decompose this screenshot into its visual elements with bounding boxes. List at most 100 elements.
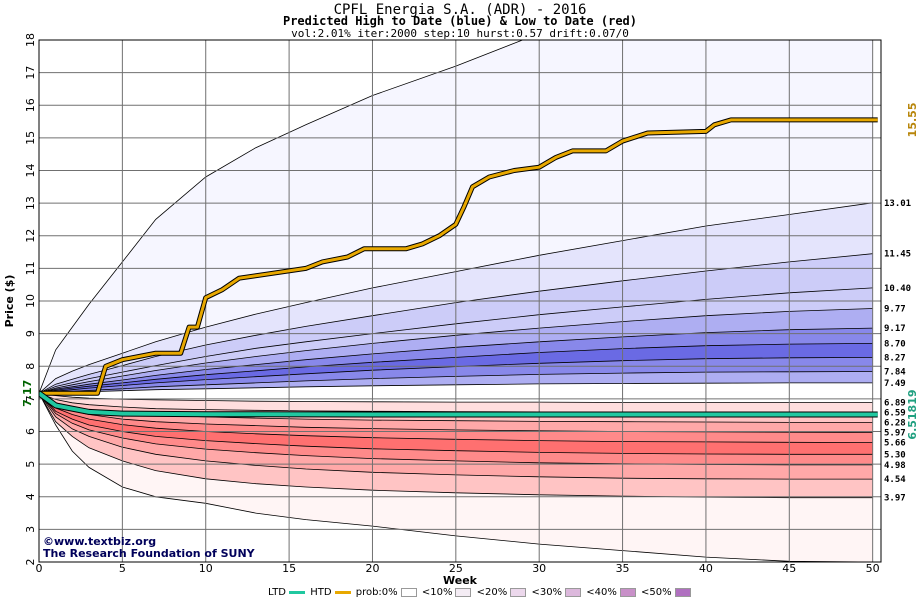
quantile-end-label: 11.45 <box>884 250 911 260</box>
legend-p20-swatch <box>510 588 527 597</box>
upper-quantile-line-4 <box>39 308 873 394</box>
upper-band-3 <box>39 287 873 394</box>
chart-subtitle: Predicted High to Date (blue) & Low to D… <box>282 14 637 28</box>
upper-quantile-line-1 <box>39 202 873 394</box>
plot-area <box>39 40 881 562</box>
lower-quantile-line-7 <box>39 393 873 480</box>
quantile-end-label: 8.27 <box>884 353 906 363</box>
y-tick-label: 12 <box>24 229 37 243</box>
ltd-end-label: 6.51819 <box>906 389 919 439</box>
y-tick-label: 9 <box>24 330 37 337</box>
x-tick-label: 45 <box>782 562 796 575</box>
legend-p30-label: <30% <box>531 587 563 598</box>
website-credit: ©www.textbiz.org <box>43 535 157 548</box>
quantile-end-label: 10.40 <box>884 284 911 294</box>
upper-band-4 <box>39 308 873 394</box>
legend-htd-label: HTD <box>310 587 332 598</box>
y-tick-label: 8 <box>24 363 37 370</box>
legend-htd-swatch <box>334 591 351 594</box>
legend-p20-label: <20% <box>476 587 508 598</box>
y-tick-label: 17 <box>24 66 37 80</box>
lower-quantile-line-0 <box>39 392 873 403</box>
legend-p50-swatch <box>674 588 691 597</box>
chart-legend: LTD HTD prob:0% <10% <20% <30% <40% <50% <box>268 587 693 599</box>
legend-p50-label: <50% <box>641 587 672 598</box>
x-tick-label: 0 <box>36 562 43 575</box>
quantile-end-label: 5.30 <box>884 450 906 460</box>
upper-band-6 <box>39 343 873 394</box>
x-tick-label: 50 <box>866 562 880 575</box>
start-price-label: 7.17 <box>21 380 34 407</box>
upper-quantile-line-0 <box>39 40 524 394</box>
upper-quantile-line-5 <box>39 327 873 394</box>
legend-p10-swatch <box>455 588 472 597</box>
y-axis-label: Price ($) <box>3 275 16 328</box>
upper-quantile-line-2 <box>39 253 873 394</box>
organization-credit: The Research Foundation of SUNY <box>43 547 255 560</box>
legend-prob0-label: prob:0% <box>355 587 398 598</box>
lower-band-7 <box>39 393 873 498</box>
y-tick-label: 5 <box>24 461 37 468</box>
x-tick-label: 35 <box>616 562 630 575</box>
legend-ltd-swatch <box>289 591 306 594</box>
quantile-end-label: 8.70 <box>884 339 906 349</box>
y-tick-label: 6 <box>24 428 37 435</box>
quantile-end-label: 9.17 <box>884 324 906 334</box>
x-tick-label: 5 <box>119 562 126 575</box>
lower-band-5 <box>39 393 873 465</box>
lower-band-6 <box>39 393 873 480</box>
upper-quantile-line-3 <box>39 287 873 394</box>
quantile-end-label: 6.59 <box>884 408 906 418</box>
quantile-end-label: 6.89 <box>884 398 906 408</box>
lower-band-8 <box>39 393 873 562</box>
quantile-end-label: 4.54 <box>884 475 906 485</box>
lower-band-3 <box>39 393 873 443</box>
y-tick-label: 16 <box>24 98 37 112</box>
y-tick-label: 7 <box>24 395 37 402</box>
x-tick-label: 25 <box>449 562 463 575</box>
x-axis-label: Week <box>443 574 478 587</box>
legend-p40-swatch <box>619 588 636 597</box>
legend-p10-label: <10% <box>421 587 453 598</box>
quantile-end-label: 5.66 <box>884 439 906 449</box>
x-tick-label: 10 <box>199 562 213 575</box>
upper-quantile-line-7 <box>39 357 873 394</box>
quantile-end-label: 6.28 <box>884 418 906 428</box>
quantile-end-label: 7.49 <box>884 379 906 389</box>
lower-band-2 <box>39 393 873 433</box>
lower-band-4 <box>39 393 873 455</box>
quantile-end-label: 4.98 <box>884 461 906 471</box>
quantile-end-label: 13.01 <box>884 199 911 209</box>
lower-quantile-line-9 <box>39 393 873 562</box>
x-tick-label: 30 <box>532 562 546 575</box>
htd-end-label: 15.55 <box>906 103 919 138</box>
upper-quantile-line-6 <box>39 343 873 394</box>
y-tick-label: 10 <box>24 294 37 308</box>
x-tick-label: 40 <box>699 562 713 575</box>
plot-frame <box>38 39 882 563</box>
legend-ltd-label: LTD <box>268 587 287 598</box>
x-tick-label: 15 <box>282 562 296 575</box>
quantile-end-label: 9.77 <box>884 305 906 315</box>
y-tick-label: 11 <box>24 261 37 275</box>
y-tick-label: 15 <box>24 131 37 145</box>
ltd-line <box>39 391 878 417</box>
quantile-end-label: 5.97 <box>884 428 906 438</box>
simulation-parameters: vol:2.01% iter:2000 step:10 hurst:0.57 d… <box>291 27 629 40</box>
htd-line <box>39 118 878 395</box>
y-tick-label: 14 <box>24 164 37 178</box>
y-tick-label: 3 <box>24 526 37 533</box>
y-tick-label: 13 <box>24 196 37 210</box>
y-tick-label: 2 <box>24 559 37 566</box>
x-tick-label: 20 <box>365 562 379 575</box>
y-tick-label: 4 <box>24 493 37 500</box>
legend-p40-label: <40% <box>586 587 617 598</box>
y-tick-label: 18 <box>24 33 37 47</box>
lower-quantile-line-5 <box>39 393 873 455</box>
quantile-end-label: 7.84 <box>884 367 906 377</box>
lower-quantile-line-4 <box>39 392 873 443</box>
legend-p30-swatch <box>565 588 582 597</box>
legend-prob0-swatch <box>400 588 417 597</box>
upper-band-5 <box>39 328 873 394</box>
